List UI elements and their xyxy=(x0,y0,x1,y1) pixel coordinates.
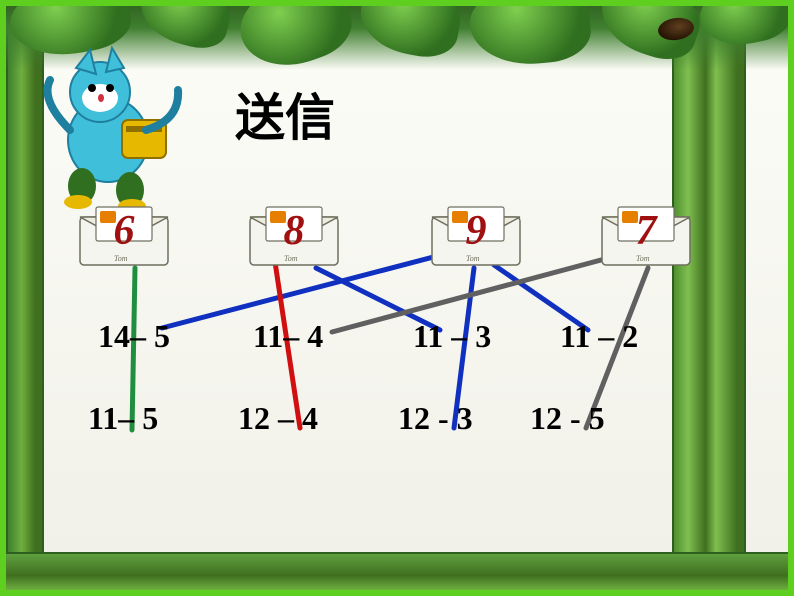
envelope-7[interactable]: Tom 7 xyxy=(600,205,692,267)
envelope-number: 7 xyxy=(600,205,692,257)
leaf-icon xyxy=(355,0,466,62)
expression[interactable]: 12 - 5 xyxy=(530,400,605,437)
expression[interactable]: 11 – 2 xyxy=(560,318,638,355)
expression[interactable]: 12 - 3 xyxy=(398,400,473,437)
envelope-number: 6 xyxy=(78,205,170,257)
page-title: 送信 xyxy=(235,78,335,150)
expression[interactable]: 11 – 3 xyxy=(413,318,491,355)
leaf-icon xyxy=(467,0,594,69)
expression[interactable]: 11– 4 xyxy=(253,318,323,355)
leaf-icon xyxy=(230,0,361,70)
expression[interactable]: 14– 5 xyxy=(98,318,170,355)
stage: 送信 Tom 6 Tom 8 Tom 9 Tom 7 14– 5 11– 4 11 … xyxy=(0,0,794,596)
envelope-6[interactable]: Tom 6 xyxy=(78,205,170,267)
envelope-number: 9 xyxy=(430,205,522,257)
leaf-icon xyxy=(695,0,794,53)
vine-right xyxy=(672,0,746,596)
expression[interactable]: 11– 5 xyxy=(88,400,158,437)
envelope-number: 8 xyxy=(248,205,340,257)
envelope-9[interactable]: Tom 9 xyxy=(430,205,522,267)
vine-bottom xyxy=(0,552,794,590)
cat-mailcarrier-icon xyxy=(30,40,200,210)
expression[interactable]: 12 – 4 xyxy=(238,400,318,437)
envelope-8[interactable]: Tom 8 xyxy=(248,205,340,267)
